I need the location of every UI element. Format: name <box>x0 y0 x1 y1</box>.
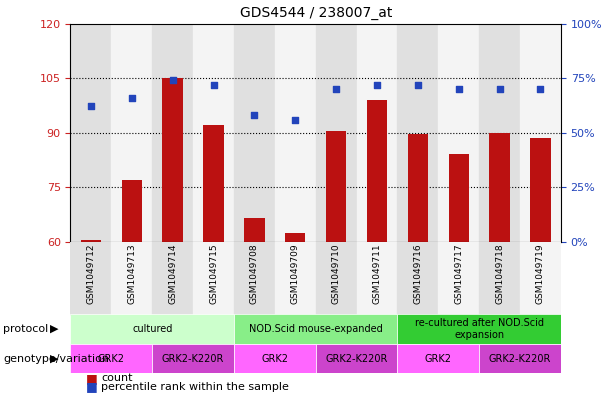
Point <box>331 86 341 92</box>
Bar <box>152 344 234 373</box>
Bar <box>479 344 561 373</box>
Bar <box>397 24 438 242</box>
Bar <box>121 180 142 242</box>
Bar <box>70 24 112 242</box>
Bar <box>70 344 152 373</box>
Point <box>249 112 259 118</box>
Text: GSM1049717: GSM1049717 <box>454 243 463 304</box>
Text: NOD.Scid mouse-expanded: NOD.Scid mouse-expanded <box>249 324 383 334</box>
Point <box>454 86 463 92</box>
Point <box>208 81 218 88</box>
Bar <box>449 154 469 242</box>
Bar <box>397 344 479 373</box>
Bar <box>316 344 397 373</box>
Bar <box>152 242 193 316</box>
Text: count: count <box>101 373 132 383</box>
Text: GSM1049710: GSM1049710 <box>332 243 341 304</box>
Text: cultured: cultured <box>132 324 172 334</box>
Text: GSM1049714: GSM1049714 <box>168 243 177 304</box>
Text: percentile rank within the sample: percentile rank within the sample <box>101 382 289 392</box>
Bar <box>112 24 152 242</box>
Bar <box>316 242 357 316</box>
Bar <box>162 78 183 242</box>
Text: GSM1049716: GSM1049716 <box>413 243 422 304</box>
Point <box>413 81 423 88</box>
Bar <box>316 24 357 242</box>
Bar <box>234 242 275 316</box>
Text: GSM1049713: GSM1049713 <box>128 243 136 304</box>
Point <box>168 77 178 83</box>
Bar <box>326 131 346 242</box>
Bar <box>357 24 397 242</box>
Bar <box>357 242 397 316</box>
Point <box>372 81 382 88</box>
Bar <box>112 242 152 316</box>
Bar <box>193 24 234 242</box>
Point <box>536 86 546 92</box>
Point <box>127 95 137 101</box>
Bar <box>204 125 224 242</box>
Text: genotype/variation: genotype/variation <box>3 354 109 364</box>
Text: GSM1049715: GSM1049715 <box>209 243 218 304</box>
Text: GSM1049709: GSM1049709 <box>291 243 300 304</box>
Point <box>495 86 504 92</box>
Bar <box>397 314 561 344</box>
Text: GRK2-K220R: GRK2-K220R <box>326 354 388 364</box>
Bar <box>479 242 520 316</box>
Bar <box>244 218 265 242</box>
Text: GRK2-K220R: GRK2-K220R <box>162 354 224 364</box>
Bar <box>520 242 561 316</box>
Text: GSM1049711: GSM1049711 <box>373 243 381 304</box>
Bar <box>438 242 479 316</box>
Bar <box>234 24 275 242</box>
Bar <box>81 240 101 242</box>
Bar <box>489 132 510 242</box>
Bar <box>408 134 428 242</box>
Bar <box>520 24 561 242</box>
Text: GRK2: GRK2 <box>425 354 452 364</box>
Text: ■: ■ <box>86 380 97 393</box>
Point <box>86 103 96 110</box>
Bar <box>70 242 112 316</box>
Bar <box>367 100 387 242</box>
Bar <box>397 242 438 316</box>
Bar <box>275 242 316 316</box>
Bar <box>234 344 316 373</box>
Point <box>291 116 300 123</box>
Bar <box>530 138 550 242</box>
Text: GSM1049708: GSM1049708 <box>250 243 259 304</box>
Text: protocol: protocol <box>3 324 48 334</box>
Text: GSM1049712: GSM1049712 <box>86 243 96 304</box>
Text: GRK2-K220R: GRK2-K220R <box>489 354 551 364</box>
Bar <box>285 233 305 242</box>
Text: GRK2: GRK2 <box>98 354 125 364</box>
Text: ■: ■ <box>86 371 97 385</box>
Bar <box>193 242 234 316</box>
Bar <box>70 314 234 344</box>
Bar <box>152 24 193 242</box>
Bar <box>234 314 397 344</box>
Bar <box>275 24 316 242</box>
Text: re-cultured after NOD.Scid
expansion: re-cultured after NOD.Scid expansion <box>414 318 544 340</box>
Bar <box>438 24 479 242</box>
Text: GRK2: GRK2 <box>261 354 288 364</box>
Text: GSM1049719: GSM1049719 <box>536 243 545 304</box>
Text: ▶: ▶ <box>50 354 58 364</box>
Text: ▶: ▶ <box>50 324 58 334</box>
Text: GSM1049718: GSM1049718 <box>495 243 504 304</box>
Title: GDS4544 / 238007_at: GDS4544 / 238007_at <box>240 6 392 20</box>
Bar <box>479 24 520 242</box>
